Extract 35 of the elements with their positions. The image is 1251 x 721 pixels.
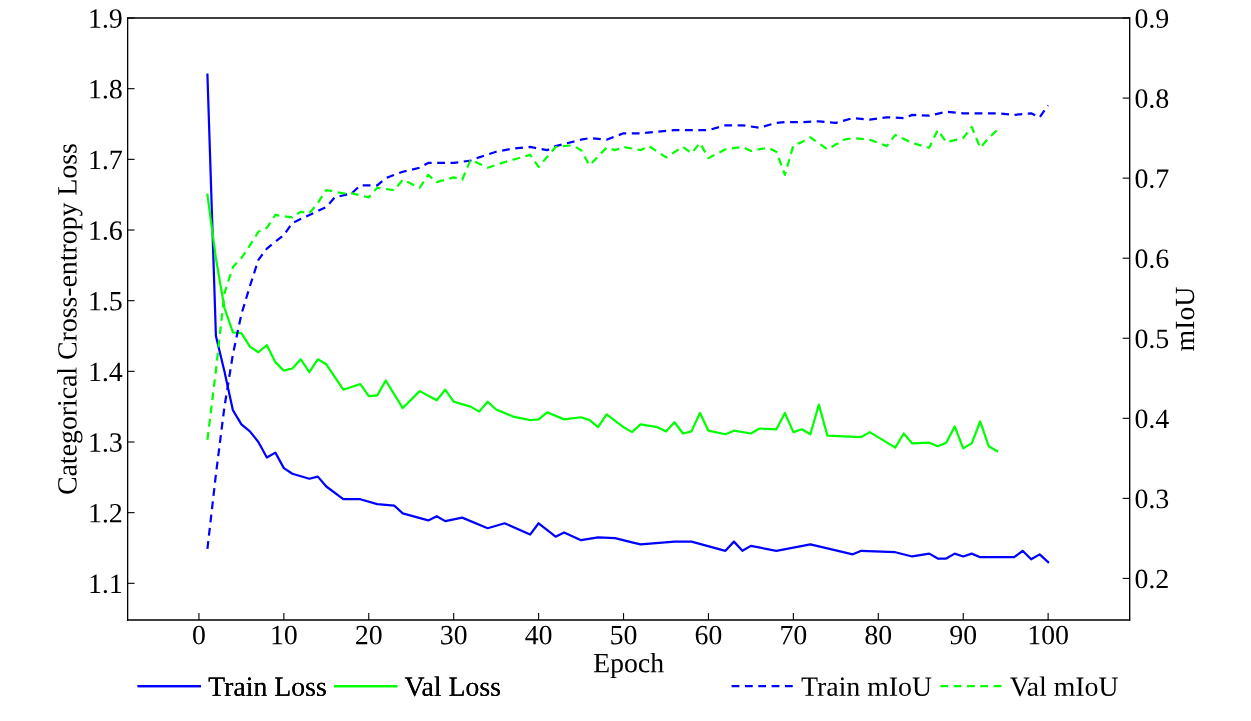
y2-tick-label: 0.9: [1135, 9, 1169, 29]
x-tick-label: 100: [1029, 625, 1068, 645]
y2-axis-title: mIoU: [1175, 287, 1195, 351]
legend-label: Val Loss: [404, 676, 500, 697]
y-tick-label: 1.9: [90, 9, 122, 29]
y-axis-title: Categorical Cross-entropy Loss: [57, 144, 83, 494]
x-tick-label: 30: [441, 625, 467, 645]
y-tick-label: 1.1: [90, 574, 122, 594]
y-tick-label: 1.4: [90, 362, 123, 382]
x-tick-label: 20: [356, 625, 382, 645]
y2-tick-label: 0.4: [1135, 409, 1169, 429]
legend-label: Train Loss: [208, 677, 326, 697]
y2-tick-label: 0.7: [1135, 169, 1169, 189]
x-tick-label: 80: [865, 625, 892, 645]
y2-tick-label: 0.6: [1135, 249, 1169, 269]
x-tick-label: 90: [950, 625, 977, 645]
x-tick-label: 0: [193, 625, 205, 645]
y-tick-label: 1.6: [90, 221, 122, 241]
y2-tick-label: 0.3: [1135, 489, 1169, 509]
y2-tick-label: 0.5: [1135, 329, 1169, 349]
x-axis-title: Epoch: [593, 652, 664, 679]
x-tick-label: 40: [525, 625, 552, 645]
x-tick-label: 60: [695, 625, 722, 645]
y-tick-label: 1.8: [90, 79, 122, 99]
legend-label: Val mIoU: [1010, 676, 1118, 697]
y-tick-label: 1.2: [90, 503, 122, 523]
y-tick-label: 1.5: [90, 291, 122, 311]
y2-tick-label: 0.8: [1135, 89, 1169, 109]
y-tick-label: 1.7: [90, 150, 122, 170]
x-tick-label: 70: [781, 625, 807, 645]
x-tick-label: 10: [272, 625, 297, 645]
x-tick-label: 50: [611, 625, 637, 645]
y-tick-label: 1.3: [90, 433, 122, 453]
legend-label: Train mIoU: [801, 677, 932, 697]
y2-tick-label: 0.2: [1135, 569, 1168, 589]
